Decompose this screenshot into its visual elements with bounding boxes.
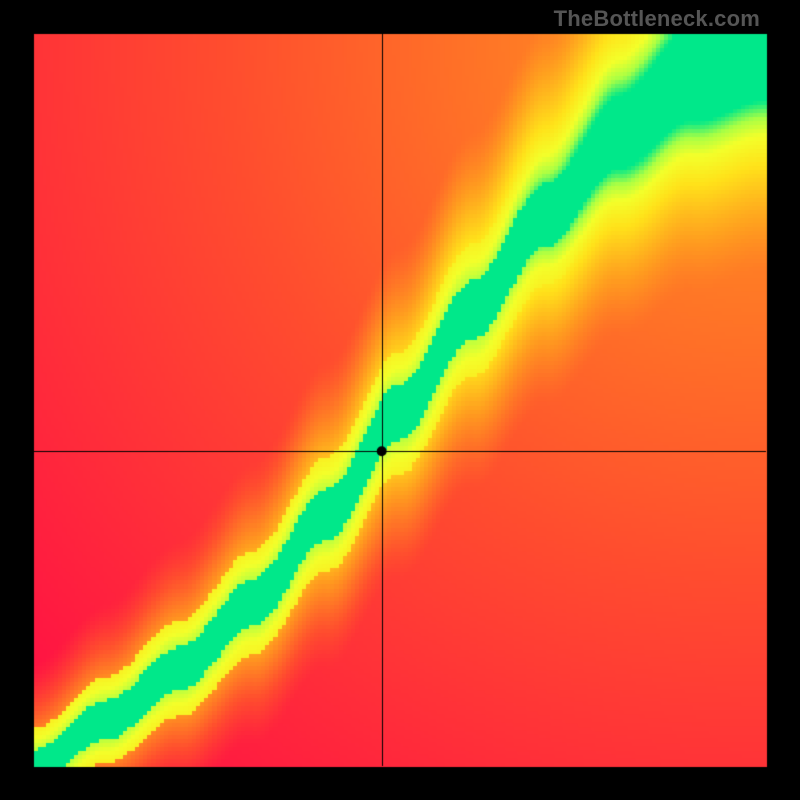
heatmap-canvas (0, 0, 800, 800)
chart-container: TheBottleneck.com (0, 0, 800, 800)
watermark-text: TheBottleneck.com (554, 6, 760, 32)
